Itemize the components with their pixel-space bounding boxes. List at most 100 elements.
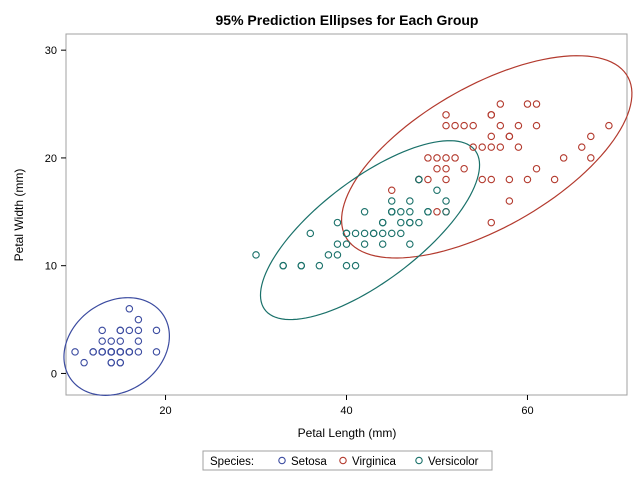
point-virginica [532, 100, 541, 108]
point-versicolor [351, 229, 360, 238]
point-virginica [469, 143, 477, 151]
point-virginica [487, 143, 496, 151]
legend-title: Species: [210, 456, 254, 468]
point-versicolor [442, 208, 450, 216]
point-setosa [98, 326, 106, 335]
point-setosa [107, 337, 115, 345]
point-versicolor [424, 208, 432, 216]
point-setosa [98, 337, 106, 345]
legend-marker-virginica [339, 456, 347, 465]
point-versicolor [360, 208, 369, 216]
point-virginica [442, 175, 450, 184]
point-virginica [487, 111, 496, 119]
point-virginica [496, 143, 505, 151]
point-versicolor [415, 218, 423, 227]
point-setosa [116, 348, 125, 356]
point-virginica [442, 154, 450, 162]
point-setosa [152, 348, 161, 356]
point-versicolor [397, 218, 405, 227]
y-axis-label: Petal Width (mm) [12, 169, 26, 262]
chart-title: 95% Prediction Ellipses for Each Group [216, 12, 479, 28]
point-setosa [125, 305, 134, 313]
point-virginica [523, 175, 532, 184]
point-virginica [559, 154, 568, 162]
point-versicolor [378, 218, 387, 227]
point-versicolor [397, 229, 405, 238]
point-virginica [505, 197, 514, 205]
point-versicolor [387, 229, 396, 238]
point-virginica [496, 121, 505, 130]
point-setosa [125, 326, 134, 335]
point-virginica [469, 121, 477, 130]
point-versicolor [297, 261, 306, 270]
point-versicolor [369, 229, 378, 238]
point-virginica [478, 143, 486, 151]
point-versicolor [324, 251, 333, 259]
legend: Species: Setosa Virginica Versicolor [202, 450, 493, 471]
point-virginica [578, 143, 586, 151]
point-versicolor [406, 197, 414, 205]
point-versicolor [406, 240, 414, 248]
point-versicolor [378, 229, 387, 238]
legend-box [202, 450, 493, 471]
y-axis: 0 10 20 30 [45, 45, 66, 380]
point-virginica [587, 154, 595, 162]
point-virginica [442, 121, 450, 130]
point-versicolor [397, 208, 405, 216]
point-versicolor [333, 240, 342, 248]
point-versicolor [378, 240, 387, 248]
point-versicolor [360, 240, 369, 248]
ellipse-versicolor [259, 140, 481, 321]
point-virginica [433, 164, 441, 173]
point-setosa [107, 358, 115, 367]
y-tick-label: 0 [51, 368, 57, 380]
legend-label-versicolor: Versicolor [428, 456, 479, 468]
point-virginica [451, 121, 459, 130]
point-virginica [514, 121, 523, 130]
x-axis-label: Petal Length (mm) [298, 426, 397, 440]
point-setosa [134, 326, 143, 335]
point-versicolor [387, 208, 396, 216]
point-versicolor [433, 186, 441, 195]
point-virginica [451, 154, 459, 162]
point-virginica [605, 121, 613, 130]
point-virginica [460, 164, 468, 173]
point-versicolor [315, 261, 324, 270]
point-setosa [71, 348, 79, 356]
point-setosa [98, 348, 106, 356]
point-versicolor [279, 261, 287, 270]
point-setosa [116, 358, 125, 367]
legend-label-virginica: Virginica [352, 456, 396, 468]
point-versicolor [442, 197, 450, 205]
point-virginica [487, 218, 496, 227]
point-virginica [514, 143, 523, 151]
point-setosa [134, 348, 143, 356]
point-virginica [424, 154, 432, 162]
point-versicolor [252, 251, 260, 259]
point-virginica [387, 186, 396, 195]
legend-marker-versicolor [415, 456, 423, 465]
point-virginica [496, 100, 505, 108]
point-virginica [424, 175, 432, 184]
legend-marker-setosa [278, 456, 286, 465]
point-setosa [116, 326, 125, 335]
x-axis: 20 40 60 [159, 395, 534, 417]
y-tick-label: 10 [45, 261, 57, 273]
point-virginica [442, 164, 450, 173]
point-virginica [550, 175, 559, 184]
point-versicolor [415, 175, 423, 184]
point-versicolor [342, 261, 351, 270]
point-setosa [152, 326, 161, 335]
point-virginica [433, 208, 441, 216]
point-virginica [523, 100, 532, 108]
point-versicolor [333, 218, 342, 227]
point-virginica [587, 132, 595, 141]
point-setosa [107, 348, 115, 356]
point-setosa [134, 315, 143, 324]
x-tick-label: 20 [159, 405, 171, 417]
point-virginica [478, 175, 486, 184]
point-virginica [487, 175, 496, 184]
point-setosa [80, 358, 88, 367]
y-tick-label: 20 [45, 153, 57, 165]
point-versicolor [333, 251, 342, 259]
